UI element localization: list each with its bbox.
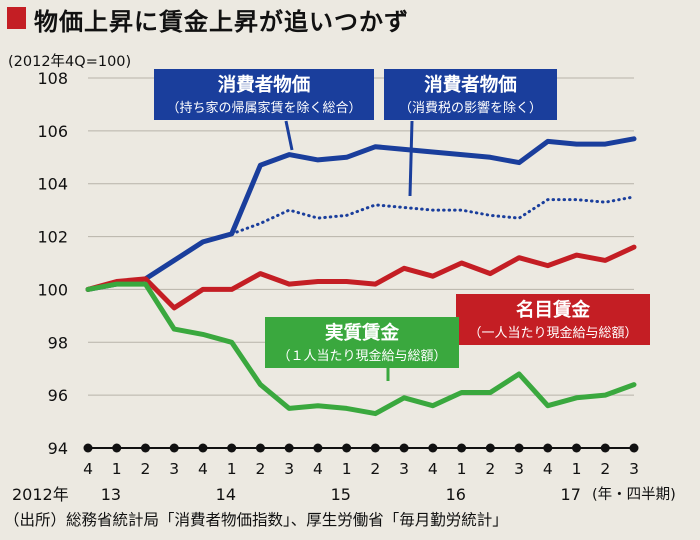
x-axis-dot (83, 443, 93, 453)
chart-title: 物価上昇に賃金上昇が追いつかず (34, 8, 409, 36)
callout-title: 名目賃金 (516, 299, 591, 321)
title-bar: 物価上昇に賃金上昇が追いつかず (0, 0, 700, 36)
callout-pointer (284, 120, 294, 151)
callout-nominal: 名目賃金 （一人当たり現金給与総額） (456, 294, 650, 345)
y-tick-label: 100 (37, 280, 68, 299)
x-year-label: 13 (101, 485, 121, 504)
callout-box (265, 317, 459, 368)
x-tick-label: 1 (342, 460, 352, 478)
x-axis-dot (514, 443, 524, 453)
x-tick-label: 4 (428, 460, 438, 478)
y-tick-label: 102 (37, 228, 68, 247)
x-axis-dot (629, 443, 639, 453)
y-tick-label: 98 (48, 333, 68, 352)
x-tick-label: 2 (141, 460, 151, 478)
x-axis-unit-label: (年・四半期) (592, 486, 676, 503)
y-tick-label: 104 (37, 175, 68, 194)
y-tick-label: 94 (48, 439, 68, 458)
x-year-label: 15 (331, 485, 351, 504)
x-tick-label: 4 (313, 460, 323, 478)
callout-box (154, 69, 374, 120)
callout-subtitle: （消費税の影響を除く） (399, 100, 542, 116)
x-year-label: 16 (446, 485, 466, 504)
x-axis-dot (140, 443, 150, 453)
x-axis-dot (485, 443, 495, 453)
series-line-cpi_rent (85, 136, 637, 292)
callout-title: 消費者物価 (218, 74, 311, 96)
callout-pointer (408, 120, 414, 197)
x-axis-dot (370, 443, 380, 453)
y-tick-label: 96 (48, 386, 68, 405)
x-tick-label: 2 (485, 460, 495, 478)
x-year-label: 2012年 (12, 485, 69, 504)
x-axis-dot (399, 443, 409, 453)
x-tick-label: 1 (227, 460, 237, 478)
x-axis-dot (112, 443, 122, 453)
callout-box (384, 69, 557, 120)
callout-real: 実質賃金 （１人当たり現金給与総額） (265, 317, 459, 381)
x-axis-dot (284, 443, 294, 453)
title-marker (7, 7, 26, 29)
x-tick-label: 3 (284, 460, 294, 478)
x-axis-dot (457, 443, 467, 453)
y-tick-label: 108 (37, 69, 68, 88)
x-axis-dot (169, 443, 179, 453)
x-tick-label: 3 (514, 460, 524, 478)
callout-cpi_tax: 消費者物価 （消費税の影響を除く） (384, 69, 557, 197)
callout-title: 実質賃金 (325, 322, 400, 344)
x-axis-dot (428, 443, 438, 453)
source-note: （出所）総務省統計局「消費者物価指数」、厚生労働省「毎月勤労統計」 (4, 511, 508, 529)
x-tick-label: 3 (629, 460, 639, 478)
x-axis-dot (572, 443, 582, 453)
x-tick-label: 1 (457, 460, 467, 478)
series-line-nominal (85, 244, 637, 311)
x-year-label: 14 (216, 485, 236, 504)
x-axis-dot (600, 443, 610, 453)
callout-subtitle: （１人当たり現金給与総額） (277, 348, 446, 364)
series-line-real (85, 281, 637, 417)
x-year-label: 17 (561, 485, 581, 504)
x-tick-label: 1 (572, 460, 582, 478)
x-tick-label: 3 (169, 460, 179, 478)
y-tick-label: 106 (37, 122, 68, 141)
x-tick-label: 4 (198, 460, 208, 478)
callout-cpi_rent: 消費者物価 （持ち家の帰属家賃を除く総合） (154, 69, 374, 151)
x-tick-label: 2 (255, 460, 265, 478)
x-axis-dot (342, 443, 352, 453)
series-line-cpi_tax (230, 195, 636, 236)
x-tick-label: 1 (112, 460, 122, 478)
x-axis-dot (198, 443, 208, 453)
x-axis-dot (255, 443, 265, 453)
y-axis-unit-label: (2012年4Q=100) (8, 53, 131, 70)
x-tick-label: 2 (370, 460, 380, 478)
x-tick-label: 4 (83, 460, 93, 478)
callout-title: 消費者物価 (424, 74, 517, 96)
x-tick-label: 4 (543, 460, 553, 478)
x-axis-dot (227, 443, 237, 453)
callout-subtitle: （一人当たり現金給与総額） (468, 325, 637, 341)
callout-box (456, 294, 650, 345)
callout-subtitle: （持ち家の帰属家賃を除く総合） (166, 100, 361, 116)
x-tick-label: 3 (399, 460, 409, 478)
x-tick-label: 2 (600, 460, 610, 478)
x-axis-dot (313, 443, 323, 453)
x-axis-dot (543, 443, 553, 453)
